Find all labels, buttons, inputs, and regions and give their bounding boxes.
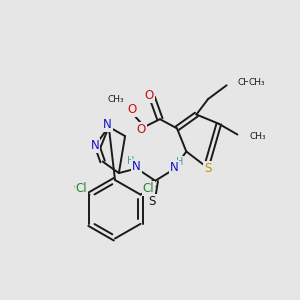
Text: Cl: Cl bbox=[76, 182, 88, 195]
Text: CH₂: CH₂ bbox=[238, 78, 254, 87]
Text: N: N bbox=[169, 161, 178, 174]
Text: H: H bbox=[176, 157, 184, 166]
Text: O: O bbox=[145, 89, 154, 102]
Text: Cl: Cl bbox=[142, 182, 154, 195]
Text: H: H bbox=[127, 156, 134, 166]
Text: O: O bbox=[137, 123, 146, 136]
Text: S: S bbox=[204, 162, 212, 175]
Text: S: S bbox=[148, 195, 156, 208]
Text: N: N bbox=[91, 139, 99, 152]
Text: CH₃: CH₃ bbox=[248, 78, 265, 87]
Text: CH₃: CH₃ bbox=[108, 94, 124, 103]
Text: N: N bbox=[132, 160, 141, 173]
Text: CH₃: CH₃ bbox=[250, 132, 266, 141]
Text: N: N bbox=[103, 118, 112, 131]
Text: O: O bbox=[128, 103, 137, 116]
